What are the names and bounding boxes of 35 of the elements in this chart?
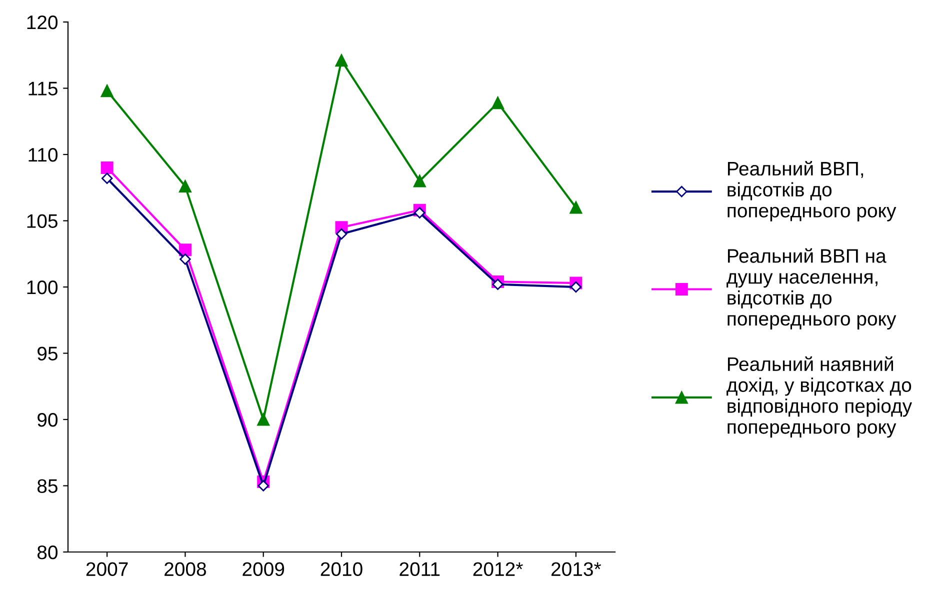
y-tick-label: 115 [28,82,58,96]
x-tick-label: 2010 [320,562,362,576]
y-tick-label: 95 [38,346,58,360]
point [570,281,582,293]
legend-label: Реальний наявний дохід, у відсотках до відповідного періоду попереднього року [726,356,912,438]
point [414,207,426,218]
x-tick-label: 2008 [164,562,206,576]
y-tick-label: 80 [37,545,58,560]
y-tick-label: 90 [38,412,58,427]
point [100,84,114,98]
point [492,278,504,290]
point [335,54,348,67]
x-tick-label: 2012* [473,562,523,576]
x-tick-label: 2009 [242,562,284,576]
point [570,201,582,214]
point [257,413,270,426]
y-tick-label: 85 [37,479,58,493]
y-tick-label: 120 [27,15,58,30]
point [180,254,191,265]
point [492,96,504,110]
point [178,180,192,193]
point [258,480,269,492]
legend-label: Реальний ВВП, відсотків до попереднього року [728,160,896,222]
x-tick-label: 2011 [400,562,440,576]
x-tick-label: 2013* [551,562,602,576]
point [100,162,114,174]
point [336,228,348,240]
legend-label: Реальний ВВП на душу населення, відсотків до попереднього року [726,248,896,330]
y-tick-label: 105 [27,214,58,228]
y-tick-label: 110 [28,148,58,162]
y-tick-label: 100 [27,280,58,294]
point [101,172,113,184]
x-tick-label: 2007 [86,562,128,576]
point [413,174,426,188]
point [178,244,192,256]
